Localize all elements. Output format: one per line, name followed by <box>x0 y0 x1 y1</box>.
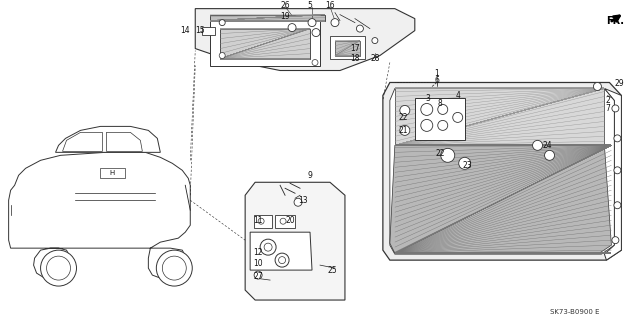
Circle shape <box>372 38 378 44</box>
Polygon shape <box>210 15 325 21</box>
Text: 27: 27 <box>253 271 263 281</box>
Circle shape <box>532 140 543 150</box>
Circle shape <box>438 104 448 115</box>
Text: 10: 10 <box>253 259 263 268</box>
Text: 22: 22 <box>398 113 408 122</box>
Text: 5: 5 <box>308 1 312 10</box>
Text: 7: 7 <box>605 104 610 113</box>
Circle shape <box>294 198 302 206</box>
Circle shape <box>441 148 455 162</box>
Polygon shape <box>383 83 621 260</box>
Circle shape <box>400 106 410 115</box>
Circle shape <box>593 83 602 91</box>
Polygon shape <box>195 9 415 70</box>
Polygon shape <box>210 21 320 65</box>
Text: 13: 13 <box>298 196 308 205</box>
Polygon shape <box>275 215 295 228</box>
Text: 3: 3 <box>426 94 430 103</box>
Circle shape <box>459 157 470 169</box>
Polygon shape <box>220 29 310 58</box>
Text: 17: 17 <box>350 44 360 53</box>
Text: 26: 26 <box>280 1 290 10</box>
Circle shape <box>40 250 77 286</box>
Circle shape <box>220 53 225 58</box>
Text: 12: 12 <box>253 248 263 257</box>
Text: 2: 2 <box>605 96 610 105</box>
Circle shape <box>278 256 285 263</box>
Text: H: H <box>110 170 115 176</box>
Text: 1: 1 <box>435 69 439 78</box>
Text: 28: 28 <box>370 54 380 63</box>
Circle shape <box>614 167 621 174</box>
Circle shape <box>400 125 410 135</box>
Circle shape <box>612 237 619 244</box>
Polygon shape <box>415 99 465 140</box>
Text: 18: 18 <box>350 54 360 63</box>
Circle shape <box>545 150 554 160</box>
Text: 4: 4 <box>455 91 460 100</box>
Polygon shape <box>604 88 621 260</box>
Polygon shape <box>390 145 611 253</box>
Polygon shape <box>63 132 102 151</box>
Circle shape <box>331 19 339 26</box>
Circle shape <box>312 60 318 65</box>
Text: 24: 24 <box>543 141 552 150</box>
Circle shape <box>420 103 433 115</box>
Text: 8: 8 <box>437 99 442 108</box>
Text: SK73-B0900 E: SK73-B0900 E <box>550 309 599 315</box>
Circle shape <box>614 135 621 142</box>
Circle shape <box>258 218 264 224</box>
Text: 6: 6 <box>435 76 439 85</box>
Circle shape <box>254 271 262 279</box>
Text: 11: 11 <box>253 216 263 225</box>
Text: FR.: FR. <box>607 16 625 26</box>
Circle shape <box>356 25 364 32</box>
Circle shape <box>47 256 70 280</box>
Polygon shape <box>250 232 312 270</box>
Polygon shape <box>330 36 365 58</box>
Circle shape <box>275 253 289 267</box>
Polygon shape <box>254 215 272 228</box>
Text: 23: 23 <box>463 161 472 170</box>
Polygon shape <box>8 152 190 278</box>
Text: 19: 19 <box>280 12 290 21</box>
Circle shape <box>260 239 276 255</box>
Circle shape <box>156 250 192 286</box>
Text: 20: 20 <box>285 216 295 225</box>
Circle shape <box>420 119 433 131</box>
Polygon shape <box>106 132 142 151</box>
Text: 16: 16 <box>325 1 335 10</box>
Circle shape <box>163 256 186 280</box>
Polygon shape <box>390 88 614 254</box>
Circle shape <box>280 218 286 224</box>
Polygon shape <box>335 41 360 56</box>
Circle shape <box>312 29 320 37</box>
Circle shape <box>452 112 463 122</box>
Polygon shape <box>100 168 125 178</box>
Text: 14: 14 <box>180 26 190 35</box>
Text: 15: 15 <box>195 26 205 35</box>
Text: 9: 9 <box>308 171 312 180</box>
Circle shape <box>612 105 619 112</box>
Circle shape <box>614 202 621 209</box>
Circle shape <box>264 243 272 251</box>
Text: 21: 21 <box>398 126 408 135</box>
Polygon shape <box>202 26 215 34</box>
Text: 22: 22 <box>435 149 445 158</box>
Circle shape <box>308 19 316 26</box>
Circle shape <box>438 120 448 130</box>
Circle shape <box>220 19 225 26</box>
Circle shape <box>288 24 296 32</box>
Polygon shape <box>395 88 604 145</box>
Text: 29: 29 <box>614 79 624 88</box>
Polygon shape <box>245 182 345 300</box>
Polygon shape <box>56 126 161 152</box>
Text: 25: 25 <box>327 266 337 275</box>
